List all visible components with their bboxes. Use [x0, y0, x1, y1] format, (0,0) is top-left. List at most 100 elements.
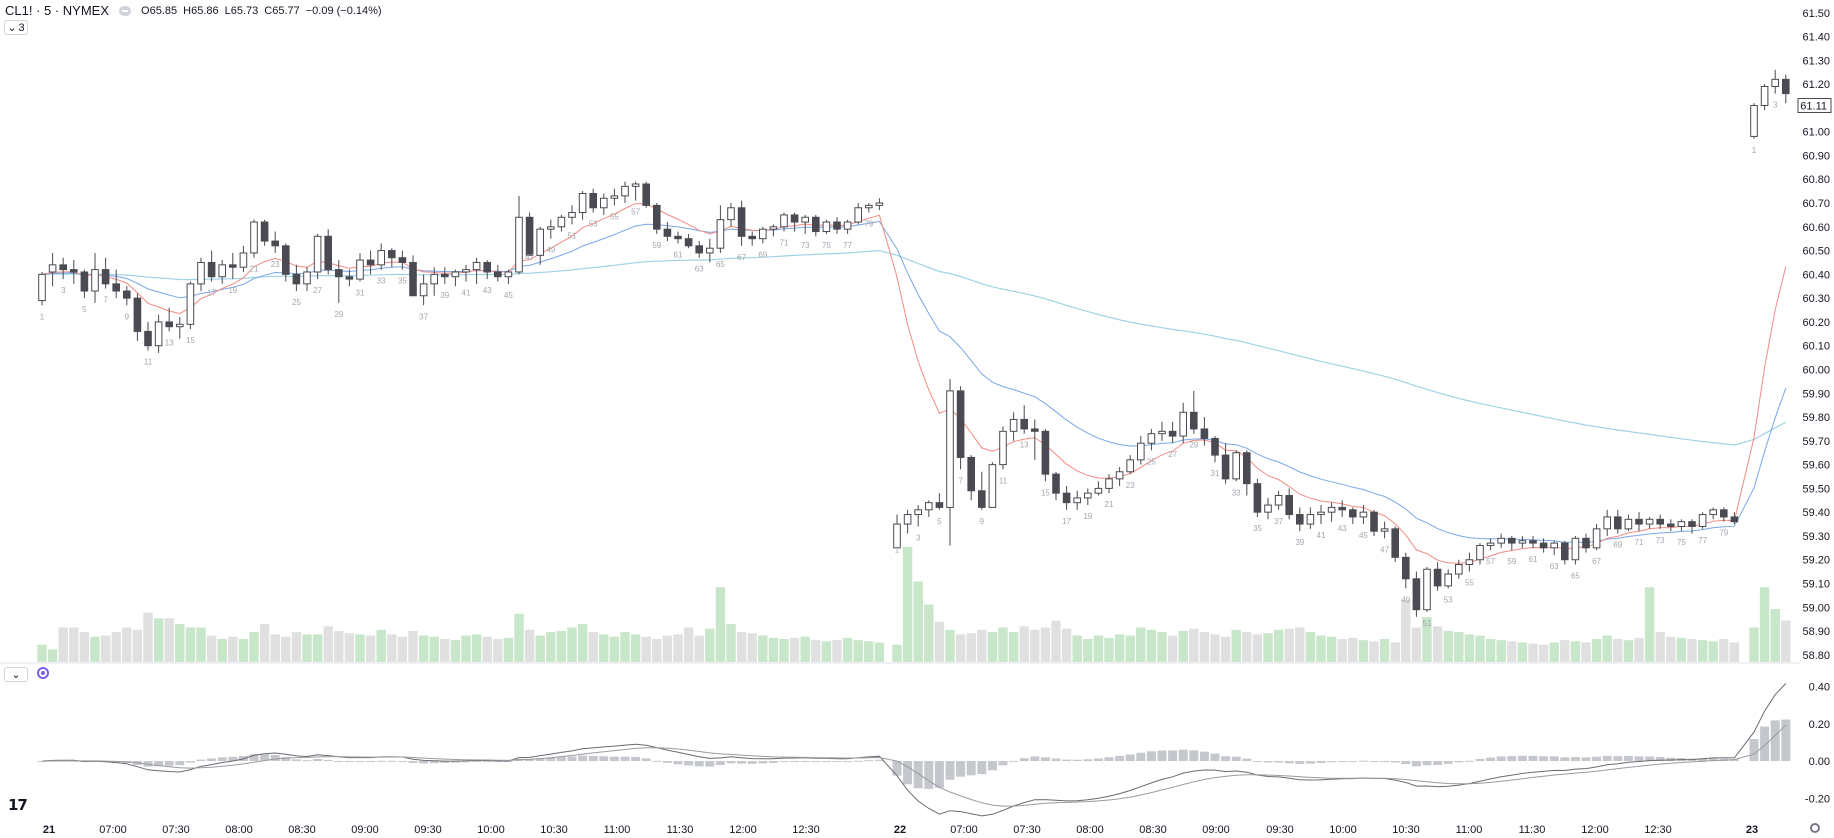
macd-histogram-bar — [768, 761, 778, 763]
symbol-title[interactable]: CL1! · 5 · NYMEX — [5, 3, 110, 18]
volume-bar — [1432, 626, 1443, 662]
candle-body — [1782, 78, 1790, 95]
macd-histogram-bar — [1645, 756, 1655, 762]
volume-bar — [47, 649, 58, 662]
macd-histogram-bar — [1199, 751, 1209, 762]
price-tick-label: 58.80 — [1802, 650, 1830, 662]
candle-body — [1200, 428, 1209, 439]
visibility-icon[interactable] — [119, 5, 132, 16]
volume-bar — [270, 634, 280, 662]
sync-icon[interactable] — [37, 667, 49, 679]
close-value: 65.77 — [272, 4, 300, 17]
volume-bar — [1475, 635, 1485, 662]
volume-bar — [1093, 635, 1104, 662]
volume-bar — [90, 636, 100, 662]
macd-histogram-bar — [832, 761, 842, 763]
bar-number-label: 75 — [1677, 538, 1686, 547]
candle-body — [1115, 471, 1124, 480]
time-tick-label: 07:30 — [1013, 824, 1041, 836]
macd-histogram-bar — [323, 760, 333, 762]
volume-bar — [471, 634, 482, 662]
settings-gear-icon[interactable] — [1810, 823, 1820, 833]
macd-collapse-button[interactable]: ⌄ — [4, 667, 28, 682]
candle-body — [1720, 509, 1728, 518]
bar-number-label: 27 — [313, 286, 322, 295]
volume-bar — [588, 632, 598, 662]
candle-body — [144, 330, 152, 347]
bar-number-label: 75 — [822, 241, 831, 250]
bar-number-label: 51 — [568, 231, 577, 240]
macd-histogram-bar — [387, 760, 397, 762]
macd-histogram-bar — [1443, 761, 1453, 764]
candle-body — [1296, 514, 1304, 525]
candle-body — [1677, 521, 1686, 527]
macd-histogram-bar — [1760, 726, 1770, 762]
volume-bar — [1316, 635, 1326, 662]
macd-histogram-bar — [874, 759, 884, 762]
high-value: 65.86 — [191, 4, 219, 17]
candle-body — [366, 259, 375, 266]
volume-bar — [1125, 635, 1135, 662]
candle-body — [1105, 478, 1113, 489]
tradingview-logo-icon[interactable]: 17 — [8, 796, 28, 814]
candle-body — [589, 192, 598, 209]
volume-bar — [789, 637, 800, 662]
volume-bar — [768, 637, 779, 662]
macd-histogram-bar — [397, 761, 407, 763]
time-axis: 21 07:00 07:30 08:00 08:30 09:00 09:30 10:00 10:… — [43, 824, 1758, 836]
volume-layer — [37, 547, 1791, 662]
volume-bar — [945, 629, 955, 662]
indicators-collapse-button[interactable]: ⌄ 3 — [4, 20, 28, 35]
macd-histogram-bar — [302, 760, 312, 762]
volume-bar — [397, 636, 408, 662]
volume-bar — [832, 640, 842, 662]
candle-body — [1518, 540, 1527, 544]
price-tick-label: 59.70 — [1802, 436, 1830, 448]
volume-bar — [556, 630, 567, 662]
macd-histogram-bar — [652, 760, 662, 762]
macd-histogram-bar — [355, 761, 365, 763]
volume-bar — [924, 604, 934, 662]
candle-body — [123, 290, 131, 299]
price-tick-label: 60.80 — [1802, 174, 1830, 186]
candle-body — [978, 490, 986, 508]
candle-body — [1645, 518, 1654, 525]
macd-histogram-bar — [1337, 761, 1347, 763]
time-tick-label: 08:00 — [225, 824, 253, 836]
candle-body — [854, 207, 863, 223]
volume-bar — [450, 640, 461, 662]
time-tick-label: 11:00 — [604, 824, 631, 836]
bar-number-label: 61 — [674, 250, 683, 259]
candle-body — [999, 430, 1007, 466]
volume-bar — [1749, 627, 1759, 662]
volume-bar — [461, 635, 471, 662]
candle-body — [1041, 430, 1050, 475]
candle-body — [1656, 518, 1665, 525]
volume-bar — [344, 633, 355, 662]
macd-histogram-bar — [737, 761, 747, 764]
macd-histogram-bar — [440, 761, 450, 764]
bar-number-label: 79 — [1719, 529, 1728, 538]
candle-body — [547, 226, 555, 230]
bar-number-label: 19 — [228, 286, 237, 295]
macd-histogram-bar — [1030, 756, 1040, 762]
candle-body — [674, 235, 682, 240]
close-label: C — [264, 4, 273, 17]
macd-histogram-bar — [196, 759, 206, 762]
macd-histogram-bar — [1749, 739, 1759, 762]
time-tick-label: 12:30 — [792, 824, 820, 836]
volume-bar — [1549, 642, 1559, 662]
macd-histogram-bar — [1284, 761, 1294, 764]
candle-body — [1412, 578, 1421, 611]
candle-body — [1592, 528, 1601, 549]
volume-bar — [429, 636, 439, 662]
candle-body — [695, 245, 704, 254]
volume-bar — [259, 624, 270, 662]
bar-number-label: 67 — [1592, 557, 1601, 566]
price-tick-label: 59.80 — [1802, 412, 1830, 424]
volume-bar — [1581, 642, 1591, 662]
volume-bar — [132, 629, 143, 662]
bar-number-label: 23 — [1126, 481, 1135, 490]
macd-histogram-bar — [270, 755, 280, 762]
